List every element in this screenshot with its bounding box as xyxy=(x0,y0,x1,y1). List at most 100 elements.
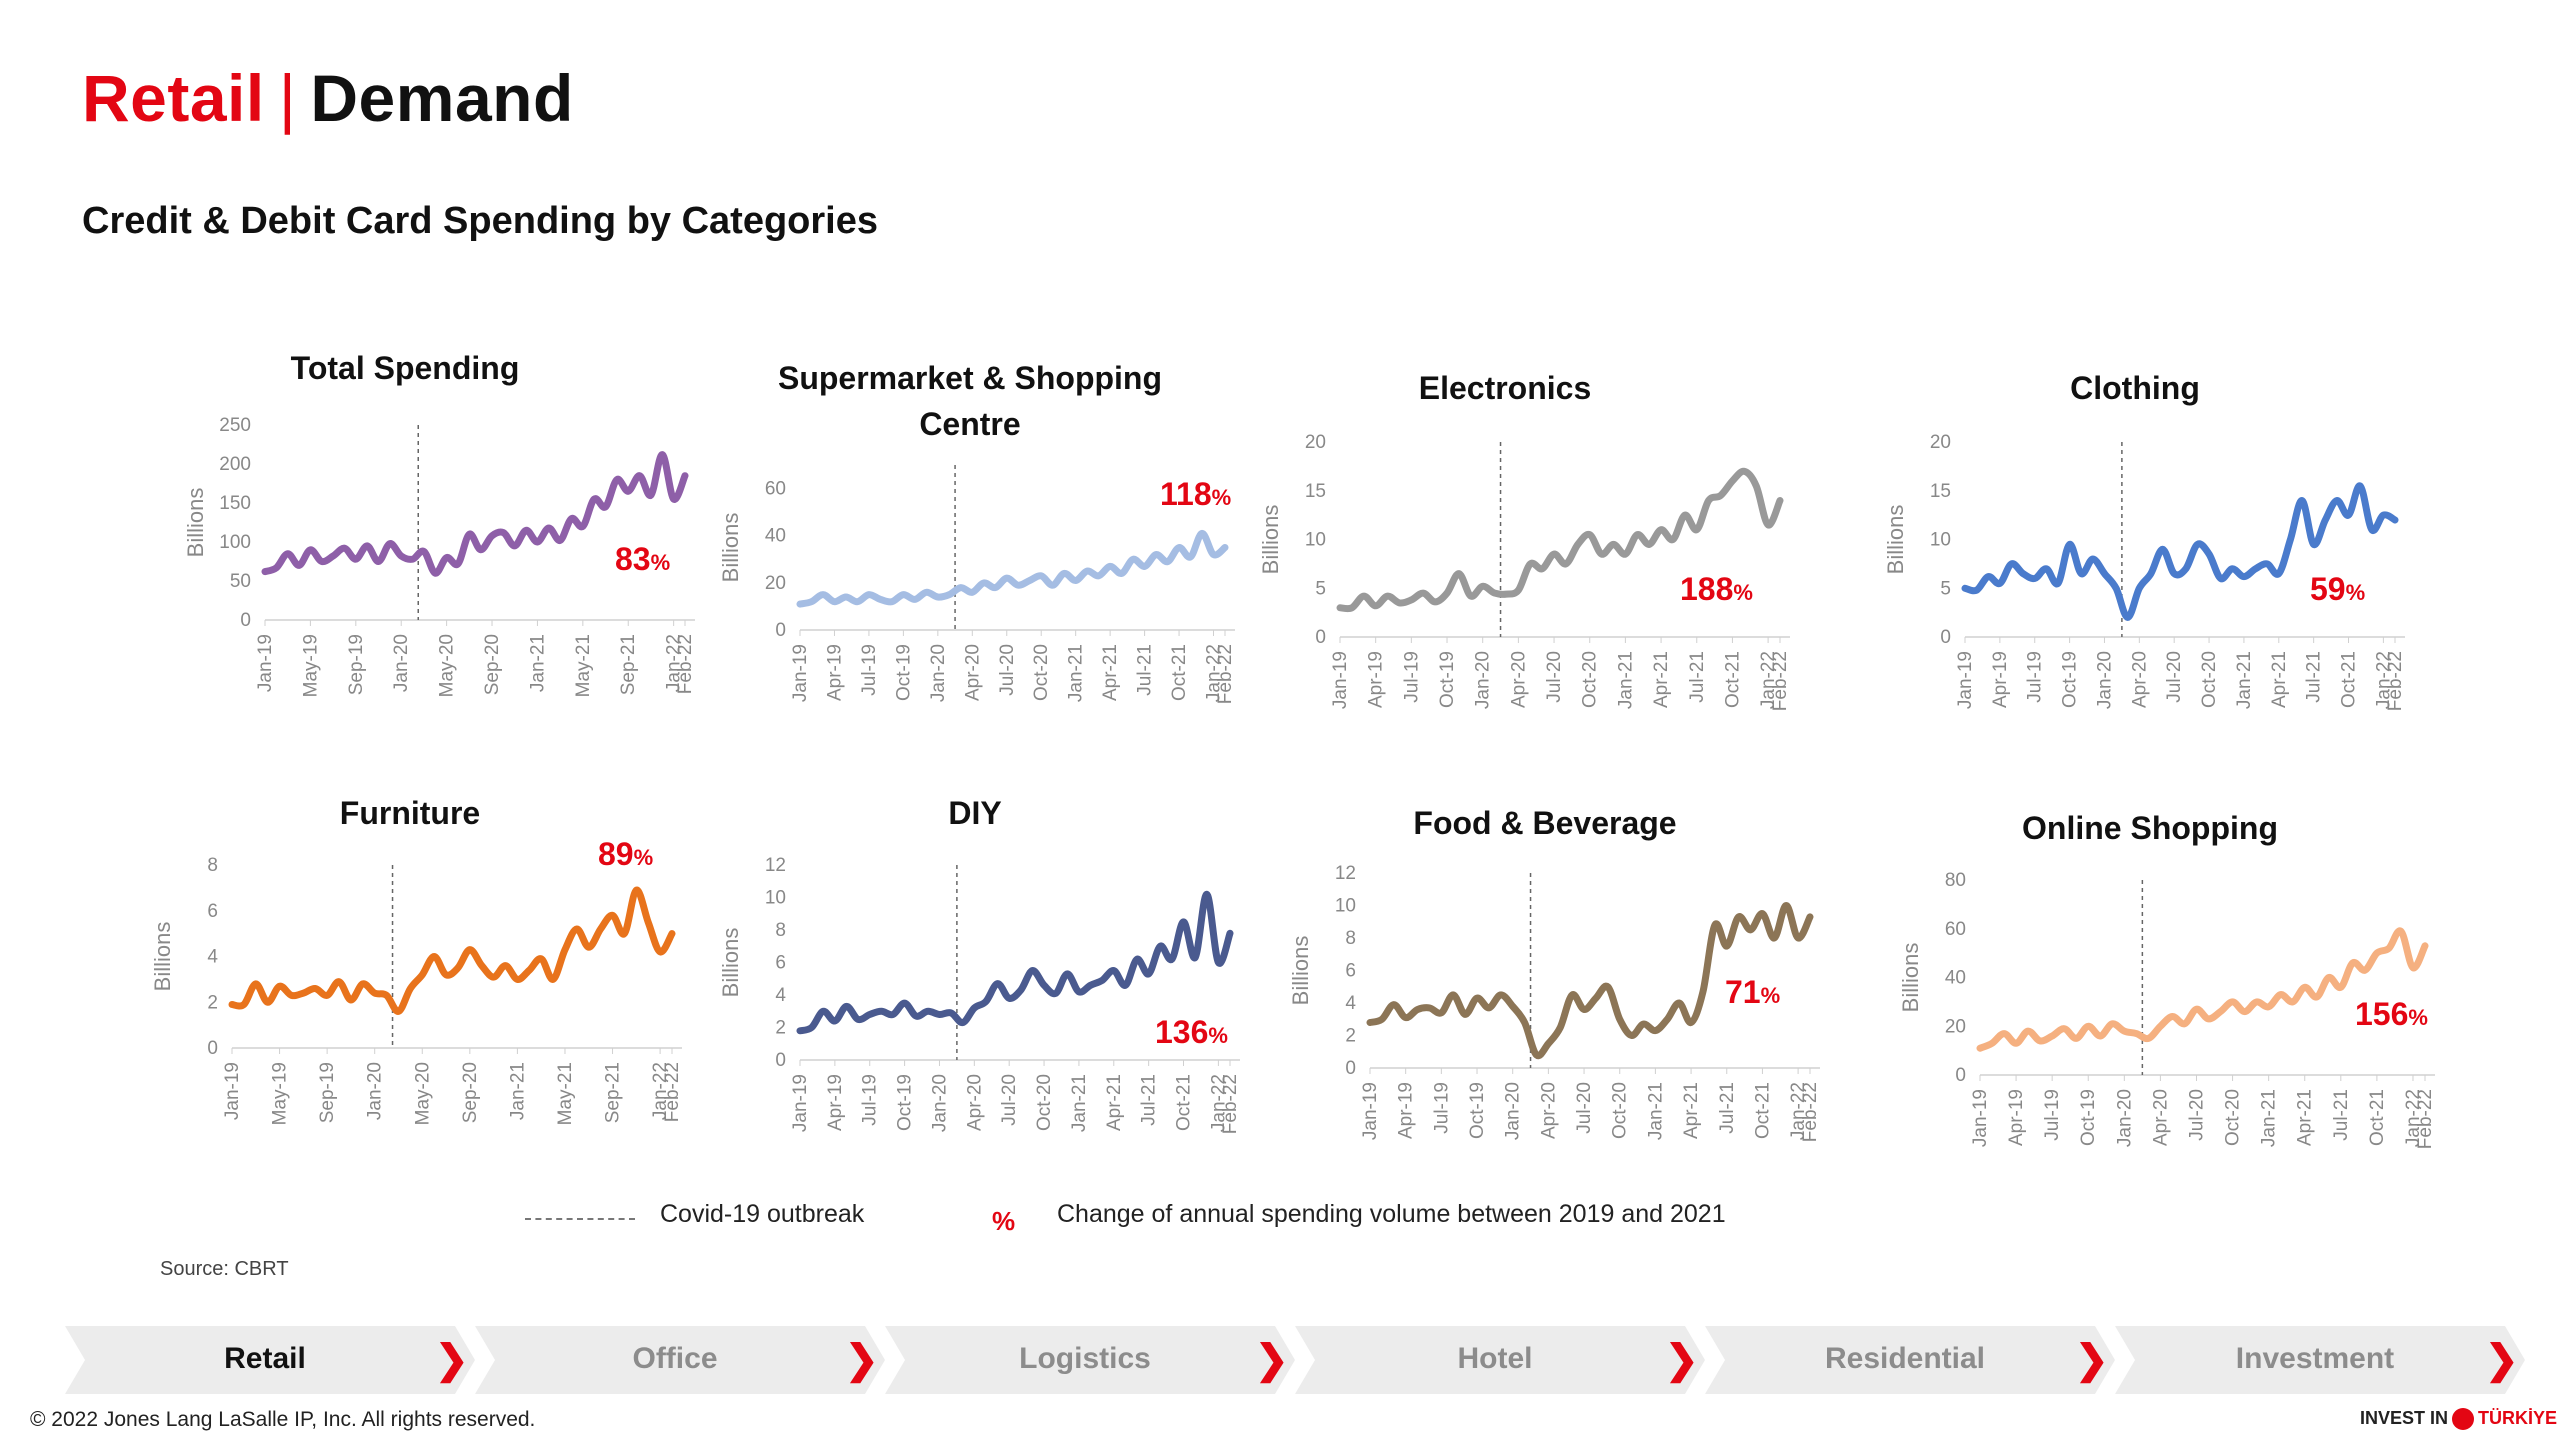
nav-item-logistics[interactable]: Logistics ❯ xyxy=(885,1326,1295,1394)
chevron-right-icon: ❯ xyxy=(2075,1338,2109,1382)
x-tick-label: May-19 xyxy=(270,1062,291,1125)
x-tick-label: Sep-19 xyxy=(346,634,367,695)
pct-change-label: 83% xyxy=(615,541,670,577)
chevron-right-icon: ❯ xyxy=(2485,1338,2519,1382)
x-tick-label: Jan-21 xyxy=(1069,1074,1090,1132)
y-tick-label: 0 xyxy=(1315,627,1326,648)
nav-item-label: Residential xyxy=(1824,1342,1986,1375)
pct-change-label: 71% xyxy=(1725,974,1780,1010)
y-tick-label: 50 xyxy=(230,571,251,592)
x-tick-label: Jan-21 xyxy=(527,634,548,692)
pct-change-value: 71 xyxy=(1725,974,1761,1010)
pct-change-label: 188% xyxy=(1680,571,1753,607)
y-tick-label: 6 xyxy=(207,901,218,922)
y-axis-label: Billions xyxy=(150,922,175,992)
y-tick-label: 0 xyxy=(1940,627,1951,648)
nav-item-residential[interactable]: Residential ❯ xyxy=(1705,1326,2115,1394)
series-line xyxy=(796,890,1234,1035)
x-tick-label: Apr-19 xyxy=(2006,1089,2027,1146)
y-tick-label: 4 xyxy=(1345,993,1356,1014)
covid-legend-line xyxy=(525,1218,635,1220)
y-tick-label: 0 xyxy=(207,1038,218,1059)
y-tick-label: 10 xyxy=(1305,530,1326,551)
x-tick-label: Apr-21 xyxy=(2269,651,2290,708)
x-tick-label: Apr-20 xyxy=(2150,1089,2171,1146)
y-tick-label: 80 xyxy=(1945,870,1966,891)
y-tick-label: 6 xyxy=(775,953,786,974)
x-tick-label: Jul-19 xyxy=(1431,1082,1452,1134)
x-tick-label: Oct-20 xyxy=(1031,644,1052,701)
x-tick-label: Jul-20 xyxy=(997,644,1018,696)
y-tick-label: 8 xyxy=(775,920,786,941)
x-tick-label: Oct-21 xyxy=(1722,651,1743,708)
x-tick-label: Jan-20 xyxy=(1473,651,1494,709)
y-tick-label: 12 xyxy=(765,855,786,876)
pct-change-value: 118 xyxy=(1160,476,1212,512)
x-tick-label: Oct-21 xyxy=(1169,644,1190,701)
series-line xyxy=(228,886,676,1015)
x-tick-label: Jan-22 xyxy=(1758,651,1779,709)
x-tick-label: Apr-21 xyxy=(1651,651,1672,708)
pct-change-label: 59% xyxy=(2310,571,2365,607)
x-tick-label: Oct-19 xyxy=(893,644,914,701)
pct-change-value: 59 xyxy=(2310,571,2346,607)
series-line xyxy=(1976,927,2429,1052)
x-tick-label: Apr-21 xyxy=(1104,1074,1125,1131)
y-tick-label: 6 xyxy=(1345,961,1356,982)
y-tick-label: 4 xyxy=(775,985,786,1006)
x-tick-label: Jan-21 xyxy=(1066,644,1087,702)
x-tick-label: Jul-19 xyxy=(2042,1089,2063,1141)
x-tick-label: Jan-22 xyxy=(1204,644,1225,702)
nav-item-label: Office xyxy=(632,1342,718,1375)
y-tick-label: 0 xyxy=(775,620,786,641)
x-tick-label: Jan-21 xyxy=(2259,1089,2280,1147)
y-axis-label: Billions xyxy=(183,488,208,558)
x-tick-label: Apr-20 xyxy=(2129,651,2150,708)
source-note: Source: CBRT xyxy=(160,1258,289,1280)
x-tick-label: Jul-20 xyxy=(2164,651,2185,703)
x-tick-label: Jul-20 xyxy=(2186,1089,2207,1141)
y-tick-label: 20 xyxy=(765,573,786,594)
y-tick-label: 40 xyxy=(765,526,786,547)
nav-item-investment[interactable]: Investment ❯ xyxy=(2115,1326,2525,1394)
x-tick-label: Jan-19 xyxy=(1955,651,1976,709)
x-tick-label: Jul-21 xyxy=(2331,1089,2352,1141)
y-axis-label: Billions xyxy=(1288,936,1313,1006)
series-line xyxy=(261,451,689,577)
nav-item-hotel[interactable]: Hotel ❯ xyxy=(1295,1326,1705,1394)
series-line xyxy=(1366,902,1814,1060)
line-chart: Billions 0 5 10 15 20 Jan-19 Apr-19 Jul-19 Oct-19… xyxy=(1883,432,2406,711)
pct-change-value: 89 xyxy=(598,836,634,872)
chevron-right-icon: ❯ xyxy=(435,1338,469,1382)
nav-item-office[interactable]: Office ❯ xyxy=(475,1326,885,1394)
x-tick-label: Jan-20 xyxy=(391,634,412,692)
nav-item-label: Hotel xyxy=(1457,1342,1533,1375)
x-tick-label: Oct-20 xyxy=(1580,651,1601,708)
x-tick-label: Feb-22 xyxy=(1800,1082,1821,1142)
x-tick-label: May-19 xyxy=(300,634,321,697)
chart-title: Clothing xyxy=(2070,370,2200,406)
x-tick-label: Sep-21 xyxy=(603,1062,624,1123)
y-tick-label: 250 xyxy=(219,415,251,436)
x-tick-label: Jan-22 xyxy=(650,1062,671,1120)
x-tick-label: Feb-22 xyxy=(1215,644,1236,704)
x-tick-label: Jan-19 xyxy=(1360,1082,1381,1140)
x-tick-label: Oct-20 xyxy=(1610,1082,1631,1139)
y-tick-label: 0 xyxy=(1955,1065,1966,1086)
y-tick-label: 0 xyxy=(1345,1058,1356,1079)
x-tick-label: Jan-20 xyxy=(2094,651,2115,709)
x-tick-label: Oct-19 xyxy=(2078,1089,2099,1146)
y-tick-label: 8 xyxy=(207,855,218,876)
x-tick-label: Jul-21 xyxy=(1687,651,1708,703)
x-tick-label: Jul-21 xyxy=(1717,1082,1738,1134)
x-tick-label: Jul-21 xyxy=(1135,644,1156,696)
pct-change-value: 83 xyxy=(615,541,651,577)
pct-change-label: 89% xyxy=(598,836,653,872)
chart-title: Food & Beverage xyxy=(1413,805,1677,841)
y-tick-label: 60 xyxy=(1945,919,1966,940)
y-tick-label: 15 xyxy=(1305,481,1326,502)
y-tick-label: 15 xyxy=(1930,481,1951,502)
y-tick-label: 150 xyxy=(219,493,251,514)
nav-item-retail[interactable]: Retail ❯ xyxy=(65,1326,475,1394)
pct-change-symbol: % xyxy=(1212,485,1232,510)
